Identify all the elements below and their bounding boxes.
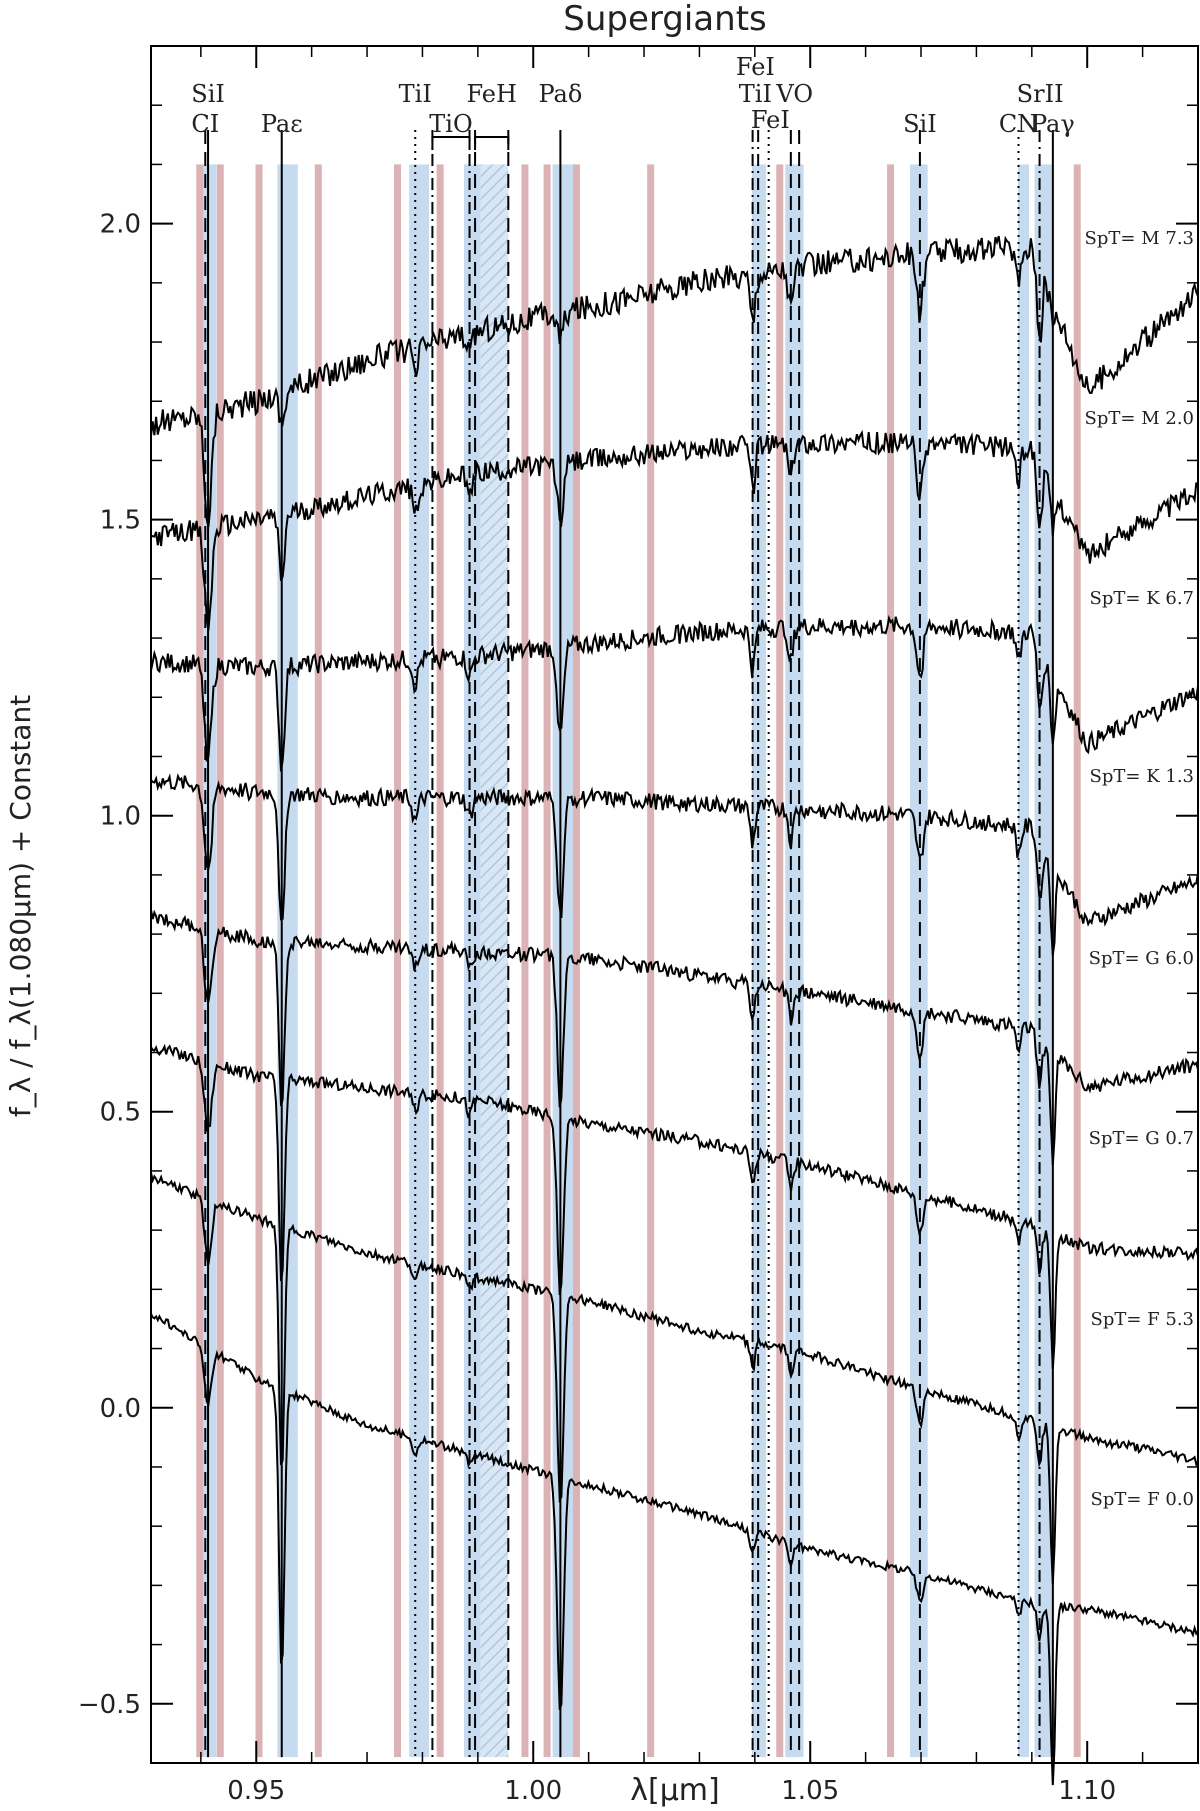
- series-line-2: [150, 614, 1199, 772]
- bracket-TiO: [431, 136, 471, 150]
- series-label-6: SpT= F 5.3: [1091, 1309, 1195, 1330]
- red-band-10: [776, 164, 784, 1758]
- y-tick-label-4: 0.0: [100, 1394, 141, 1424]
- marker-label-Pa-epsilon: Paε: [261, 110, 303, 138]
- series-line-0: [150, 235, 1199, 528]
- series-line-4: [150, 909, 1199, 1166]
- y-tick-label-3: 0.5: [100, 1098, 141, 1128]
- bracket-label-TiO: TiO: [429, 110, 472, 138]
- series-line-7: [150, 1313, 1199, 1786]
- label-FeI-TiI-0: FeI: [736, 53, 775, 81]
- y-tick-label-2: 1.0: [100, 802, 141, 832]
- label-SrII-0: SrII: [1017, 80, 1064, 108]
- y-tick-label-5: −0.5: [78, 1690, 141, 1720]
- series-label-3: SpT= K 1.3: [1090, 766, 1194, 787]
- marker-label-SiI: SiI: [191, 80, 225, 108]
- blue-band-7: [909, 164, 928, 1758]
- red-band-2: [255, 164, 263, 1758]
- label-VO-0: VO: [775, 80, 813, 108]
- red-band-0: [196, 164, 204, 1758]
- series-line-3: [150, 773, 1199, 956]
- blue-band-4: [552, 164, 575, 1758]
- highlight-bands: [196, 164, 1081, 1758]
- blue-band-6: [785, 164, 804, 1758]
- bracket-FeH: [474, 136, 510, 150]
- hatched-band-0: [480, 164, 509, 1758]
- marker-label-CN: CN: [999, 110, 1038, 138]
- red-band-7: [543, 164, 551, 1758]
- x-tick-label-0: 0.95: [227, 1776, 285, 1806]
- chart-title: Supergiants: [563, 0, 766, 39]
- marker-label-CI: CI: [191, 110, 219, 138]
- red-band-4: [394, 164, 402, 1758]
- y-axis-label: f_λ / f_λ(1.080μm) + Constant: [4, 695, 37, 1117]
- series-line-6: [150, 1172, 1199, 1584]
- x-tick-label-1: 1.00: [504, 1776, 562, 1806]
- series-label-2: SpT= K 6.7: [1090, 588, 1194, 609]
- plot-frame: [150, 45, 1199, 1764]
- red-band-8: [572, 164, 580, 1758]
- series-label-1: SpT= M 2.0: [1085, 408, 1194, 429]
- label-FeI-small-0: FeI: [751, 106, 790, 134]
- series-labels: SpT= M 7.3 SpT= M 2.0 SpT= K 6.7 SpT= K 1.3…: [1085, 228, 1194, 1510]
- x-tick-label-3: 1.10: [1058, 1776, 1116, 1806]
- x-tick-label-2: 1.05: [781, 1776, 839, 1806]
- label-FeI-TiI-1: TiI: [739, 80, 772, 108]
- red-band-9: [647, 164, 655, 1758]
- red-band-5: [436, 164, 444, 1758]
- marker-label-TiI-1: TiI: [399, 80, 432, 108]
- spectra-series: [150, 235, 1199, 1786]
- marker-label-SiI-2: SiI: [903, 110, 937, 138]
- x-axis-label: λ[μm]: [630, 1773, 719, 1808]
- series-label-7: SpT= F 0.0: [1091, 1489, 1195, 1510]
- axes: 0.95 1.00 1.05 1.10 2.0 1.5 1.0 0.5 0.0 −0.5: [78, 45, 1199, 1806]
- series-label-0: SpT= M 7.3: [1085, 228, 1194, 249]
- red-band-11: [887, 164, 895, 1758]
- series-line-1: [150, 429, 1199, 631]
- y-tick-label-0: 2.0: [100, 210, 141, 240]
- series-line-5: [150, 1043, 1199, 1370]
- bracket-label-FeH: FeH: [466, 80, 516, 108]
- series-label-4: SpT= G 6.0: [1089, 948, 1194, 969]
- blue-band-3: [463, 164, 481, 1758]
- series-label-5: SpT= G 0.7: [1089, 1128, 1194, 1149]
- blue-band-8: [1017, 164, 1030, 1758]
- red-band-1: [216, 164, 224, 1758]
- red-band-3: [314, 164, 322, 1758]
- marker-label-Pa-gamma: Paγ: [1031, 110, 1075, 138]
- red-band-12: [1073, 164, 1081, 1758]
- marker-label-Pa-delta: Paδ: [538, 80, 582, 108]
- y-tick-label-1: 1.5: [100, 506, 141, 536]
